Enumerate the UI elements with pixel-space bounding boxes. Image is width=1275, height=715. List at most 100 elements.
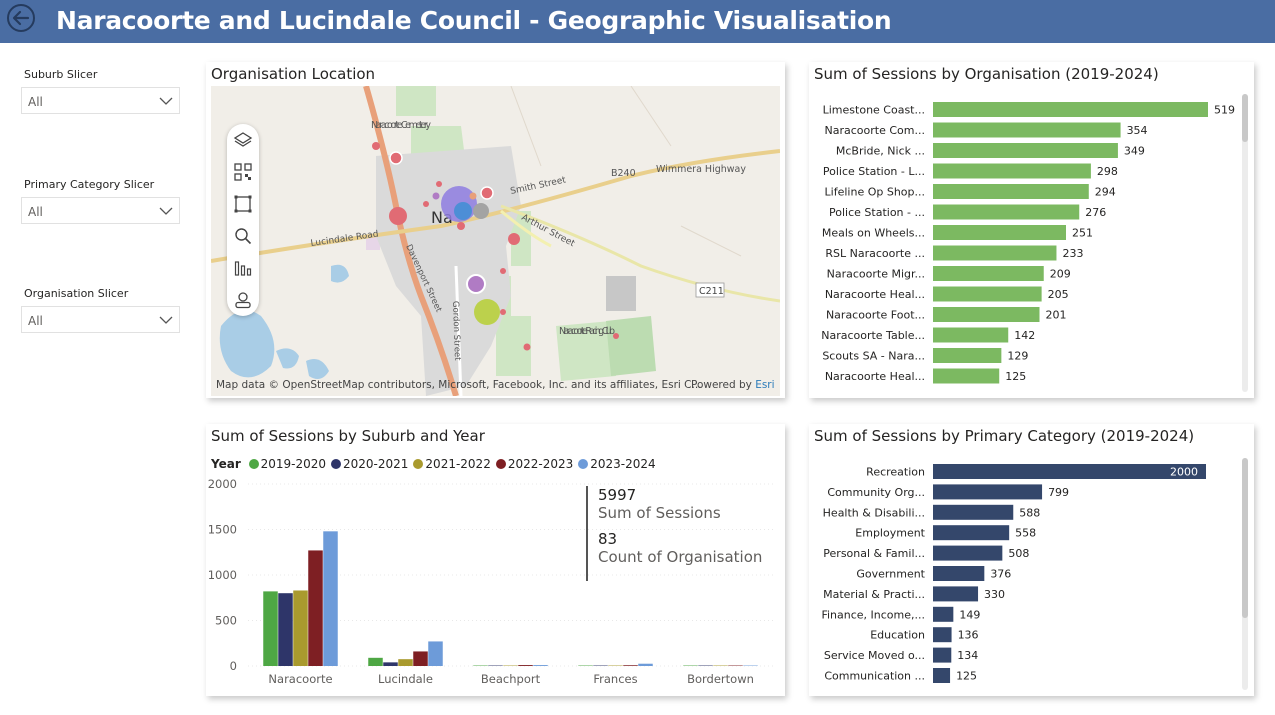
map-bubble[interactable] — [457, 222, 465, 230]
legend-item[interactable]: 2021-2022 — [413, 457, 491, 471]
bar[interactable] — [933, 102, 1208, 117]
map-bubble[interactable] — [473, 203, 489, 219]
bar[interactable] — [933, 266, 1044, 281]
map-bubble[interactable] — [389, 207, 407, 225]
column-bar[interactable] — [383, 662, 398, 666]
legend-item[interactable]: 2022-2023 — [495, 457, 573, 471]
bar[interactable] — [933, 504, 1014, 520]
map-bubble[interactable] — [613, 333, 619, 339]
organisation-slicer-dropdown[interactable]: All — [21, 306, 180, 333]
bar[interactable] — [933, 245, 1057, 261]
esri-link[interactable]: Esri — [755, 379, 775, 391]
column-bar[interactable] — [518, 665, 533, 666]
map-bubble[interactable] — [523, 343, 531, 351]
bar-value-label: 201 — [1046, 309, 1067, 322]
map-title: Organisation Location — [211, 65, 376, 83]
map-bubble[interactable] — [469, 192, 477, 200]
bar-value-label: 134 — [957, 649, 978, 662]
column-bar[interactable] — [263, 591, 278, 666]
map-canvas[interactable]: Naracoorte Cemetery B240 Wimmera Highway… — [211, 86, 780, 396]
bar-value-label: 508 — [1008, 547, 1029, 560]
column-bar[interactable] — [368, 657, 383, 666]
page-title: Naracoorte and Lucindale Council - Geogr… — [56, 6, 892, 35]
column-bar[interactable] — [428, 641, 443, 666]
map-bubble[interactable] — [480, 186, 494, 200]
category-label: Meals on Wheels... — [822, 227, 925, 240]
category-label: Naracoorte Heal... — [825, 288, 925, 301]
bar[interactable] — [933, 163, 1091, 179]
legend-item[interactable]: 2019-2020 — [248, 457, 326, 471]
column-bar[interactable] — [278, 593, 293, 666]
qr-icon[interactable] — [233, 162, 253, 182]
bar[interactable] — [933, 525, 1010, 541]
bar-value-label: 376 — [990, 568, 1011, 581]
category-label: Police Station - L... — [823, 165, 925, 178]
column-bar[interactable] — [293, 590, 308, 666]
back-arrow-icon[interactable] — [6, 3, 36, 33]
map-bubble[interactable] — [432, 192, 440, 200]
column-bar[interactable] — [533, 665, 548, 666]
org-scrollbar[interactable] — [1242, 94, 1248, 392]
bar[interactable] — [933, 484, 1043, 500]
column-bar[interactable] — [638, 663, 653, 666]
category-label: Naracoorte Foot... — [826, 309, 925, 322]
category-scroll-thumb[interactable] — [1242, 458, 1248, 618]
map-bubble[interactable] — [454, 202, 472, 220]
bar[interactable] — [933, 122, 1121, 138]
map-bubble[interactable] — [474, 299, 500, 325]
map-bubble[interactable] — [423, 201, 429, 207]
bar[interactable] — [933, 627, 952, 643]
map-bubble[interactable] — [436, 181, 442, 187]
bar[interactable] — [933, 348, 1002, 363]
layers-icon[interactable] — [233, 130, 253, 150]
map-powered-by: Powered by Esri — [691, 379, 775, 391]
bar[interactable] — [933, 545, 1003, 561]
category-label: Naracoorte Table... — [821, 329, 925, 342]
bar[interactable] — [933, 668, 951, 683]
legend-item[interactable]: 2020-2021 — [331, 457, 408, 471]
legend-item[interactable]: 2023-2024 — [578, 457, 656, 471]
category-label: Recreation — [866, 466, 925, 479]
bar[interactable] — [933, 184, 1089, 199]
bar[interactable] — [933, 606, 954, 622]
bar[interactable] — [933, 586, 979, 602]
bar[interactable] — [933, 566, 985, 581]
bar[interactable] — [933, 225, 1066, 240]
map-bubble[interactable] — [500, 268, 506, 274]
bar[interactable] — [933, 204, 1080, 220]
legend-title: Year — [211, 457, 241, 471]
map-bubble[interactable] — [466, 274, 486, 294]
category-slicer-dropdown[interactable]: All — [21, 197, 180, 224]
map-bubble[interactable] — [389, 151, 403, 165]
select-icon[interactable] — [233, 194, 253, 214]
kpi-panel: 5997 Sum of Sessions 83 Count of Organis… — [586, 486, 762, 581]
person-icon[interactable] — [233, 290, 253, 310]
column-bar[interactable] — [398, 659, 413, 666]
column-bar[interactable] — [413, 651, 428, 666]
bar[interactable] — [933, 368, 1000, 384]
legend-dot-icon — [495, 459, 506, 469]
bar[interactable] — [933, 286, 1042, 302]
map-bubble[interactable] — [372, 142, 380, 150]
column-bar[interactable] — [308, 550, 323, 666]
y-tick-label: 1000 — [208, 568, 237, 582]
bar[interactable] — [933, 143, 1118, 158]
bar-value-label: 294 — [1095, 186, 1116, 199]
bars-icon[interactable] — [233, 258, 253, 278]
legend-dot-icon — [413, 459, 424, 469]
map-bubble[interactable] — [500, 309, 506, 315]
category-bar-chart: Recreation 2000 Community Org... 799 Health … — [821, 464, 1206, 683]
suburb-slicer-dropdown[interactable]: All — [21, 87, 180, 114]
category-scrollbar[interactable] — [1242, 458, 1248, 690]
map-bubble[interactable] — [508, 233, 520, 245]
org-scroll-thumb[interactable] — [1242, 94, 1248, 142]
search-icon[interactable] — [233, 226, 253, 246]
column-bar[interactable] — [623, 665, 638, 666]
map-label-cemetery: Naracoorte Cemetery — [371, 120, 431, 131]
bar[interactable] — [933, 464, 1206, 479]
column-bar[interactable] — [323, 531, 338, 666]
bar[interactable] — [933, 327, 1009, 343]
bar[interactable] — [933, 647, 952, 663]
map-toolbar — [227, 124, 259, 316]
bar[interactable] — [933, 307, 1040, 322]
